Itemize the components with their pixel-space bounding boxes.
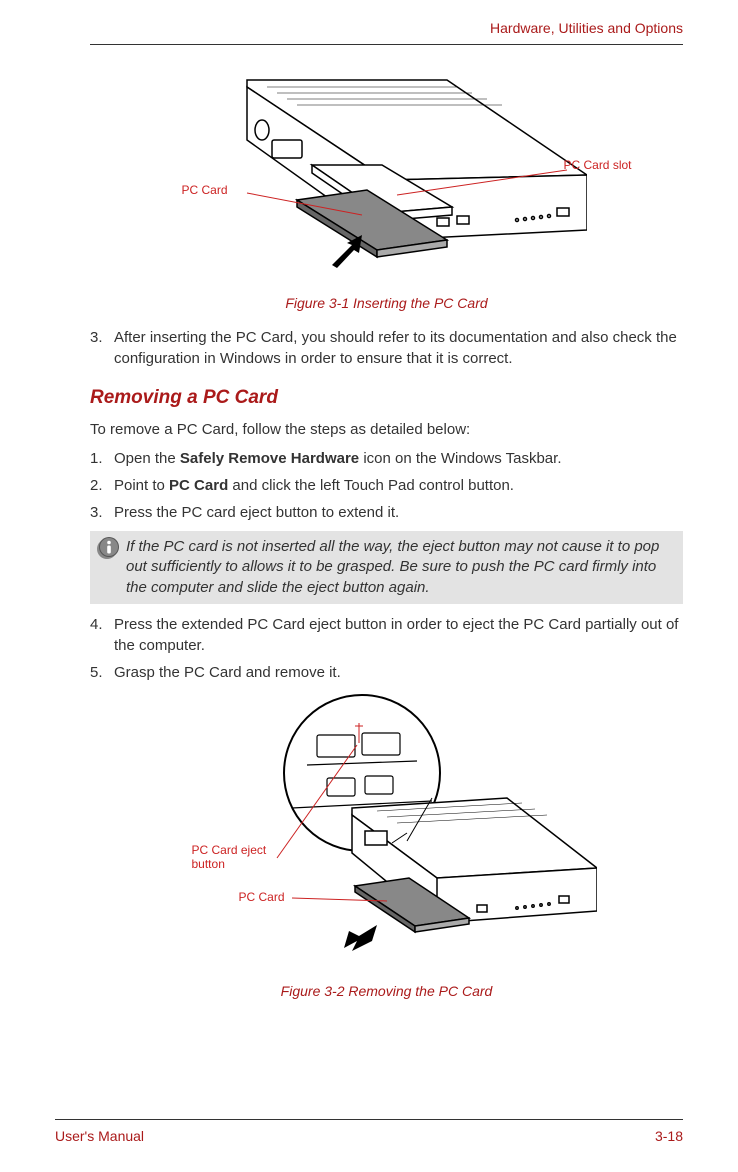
- figure-1-illustration: [187, 65, 587, 285]
- remove-step-3-text: Press the PC card eject button to extend…: [114, 502, 683, 523]
- info-text: If the PC card is not inserted all the w…: [126, 537, 673, 598]
- footer-manual: User's Manual: [55, 1128, 144, 1144]
- remove-step-5-text: Grasp the PC Card and remove it.: [114, 662, 683, 683]
- remove-step-1: 1. Open the Safely Remove Hardware icon …: [90, 448, 683, 469]
- remove-step-4: 4. Press the extended PC Card eject butt…: [90, 614, 683, 656]
- step-3-num: 3.: [90, 327, 114, 369]
- subheading-removing: Removing a PC Card: [90, 387, 683, 409]
- remove-step-3-num: 3.: [90, 502, 114, 523]
- info-icon: [90, 537, 126, 598]
- figure1-label-pc-card-slot: PC Card slot: [563, 158, 631, 172]
- step-3: 3. After inserting the PC Card, you shou…: [90, 327, 683, 369]
- remove-step-1-num: 1.: [90, 448, 114, 469]
- remove-step-1-text: Open the Safely Remove Hardware icon on …: [114, 448, 683, 469]
- figure-2-container: PC Card eject button PC Card: [177, 693, 597, 973]
- remove-step-3: 3. Press the PC card eject button to ext…: [90, 502, 683, 523]
- figure1-label-pc-card: PC Card: [182, 183, 228, 197]
- remove-step-2-text: Point to PC Card and click the left Touc…: [114, 475, 683, 496]
- figure-1-container: PC Card PC Card slot: [187, 65, 587, 285]
- remove-step-5: 5. Grasp the PC Card and remove it.: [90, 662, 683, 683]
- remove-step-4-text: Press the extended PC Card eject button …: [114, 614, 683, 656]
- remove-step-2-num: 2.: [90, 475, 114, 496]
- page-footer: User's Manual 3-18: [55, 1119, 683, 1144]
- figure2-label-eject: PC Card eject button: [192, 843, 277, 872]
- page-header: Hardware, Utilities and Options: [90, 20, 683, 45]
- figure2-label-pc-card: PC Card: [239, 890, 285, 904]
- footer-page-number: 3-18: [655, 1128, 683, 1144]
- figure-2-illustration: [177, 693, 597, 973]
- step-3-text: After inserting the PC Card, you should …: [114, 327, 683, 369]
- remove-step-4-num: 4.: [90, 614, 114, 656]
- remove-step-5-num: 5.: [90, 662, 114, 683]
- info-note: If the PC card is not inserted all the w…: [90, 531, 683, 604]
- figure-1-caption: Figure 3-1 Inserting the PC Card: [90, 295, 683, 311]
- intro-text: To remove a PC Card, follow the steps as…: [90, 419, 683, 440]
- figure-2-caption: Figure 3-2 Removing the PC Card: [90, 983, 683, 999]
- remove-step-2: 2. Point to PC Card and click the left T…: [90, 475, 683, 496]
